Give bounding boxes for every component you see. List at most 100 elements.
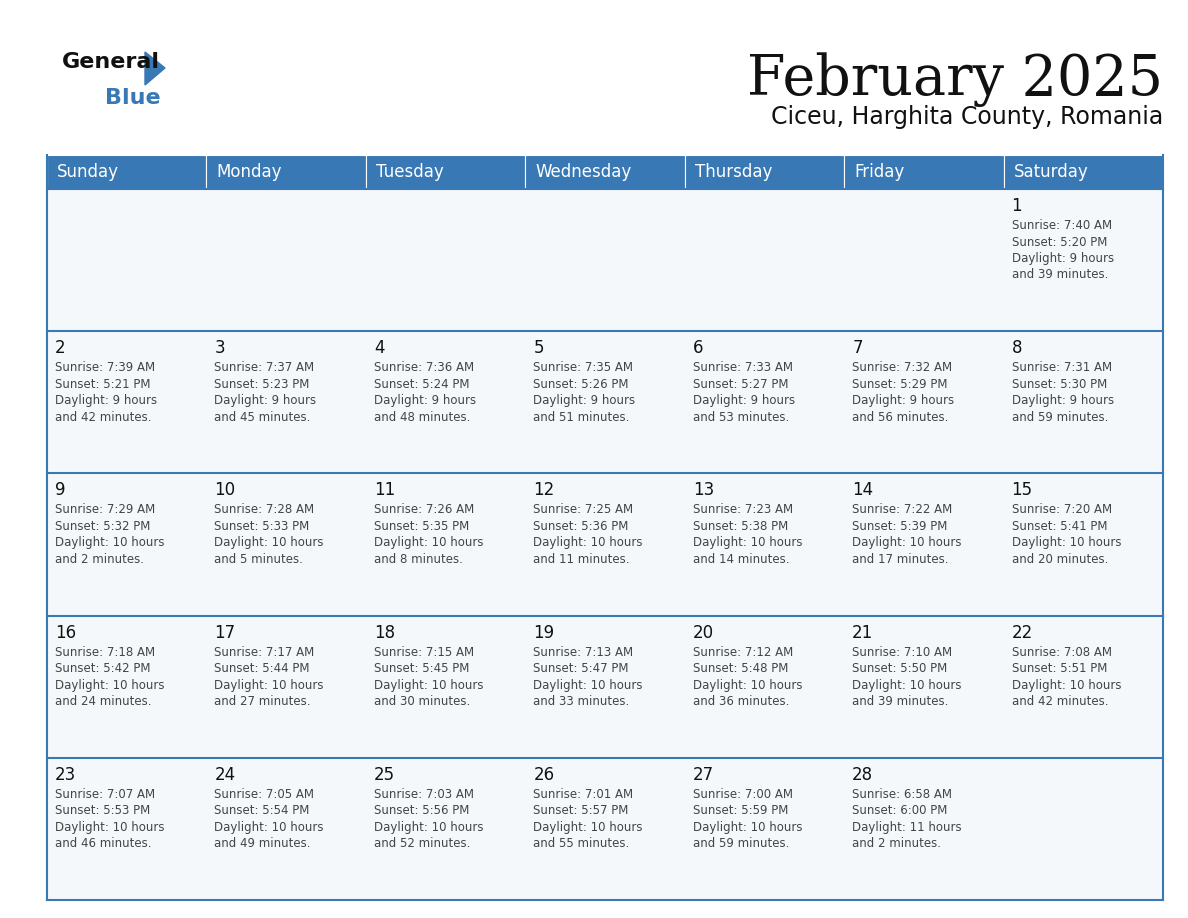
- Text: Daylight: 9 hours: Daylight: 9 hours: [533, 394, 636, 408]
- Polygon shape: [145, 52, 165, 85]
- Bar: [684, 616, 845, 757]
- Bar: [48, 155, 207, 189]
- Text: Daylight: 10 hours: Daylight: 10 hours: [533, 536, 643, 549]
- Text: Daylight: 10 hours: Daylight: 10 hours: [693, 536, 802, 549]
- Text: 21: 21: [852, 623, 873, 642]
- Bar: [366, 155, 525, 189]
- Text: and 48 minutes.: and 48 minutes.: [374, 410, 470, 424]
- Text: Sunset: 5:32 PM: Sunset: 5:32 PM: [55, 520, 151, 533]
- Text: 11: 11: [374, 481, 396, 499]
- Text: 1: 1: [1011, 197, 1022, 215]
- Bar: [525, 757, 684, 900]
- Bar: [845, 189, 1004, 331]
- Text: Sunrise: 7:13 AM: Sunrise: 7:13 AM: [533, 645, 633, 658]
- Bar: [684, 474, 845, 616]
- Text: Daylight: 10 hours: Daylight: 10 hours: [852, 536, 961, 549]
- Text: Saturday: Saturday: [1013, 163, 1088, 181]
- Text: and 33 minutes.: and 33 minutes.: [533, 695, 630, 708]
- Text: Sunrise: 7:22 AM: Sunrise: 7:22 AM: [852, 503, 953, 517]
- Text: Sunset: 5:53 PM: Sunset: 5:53 PM: [55, 804, 150, 817]
- Text: 27: 27: [693, 766, 714, 784]
- Text: and 42 minutes.: and 42 minutes.: [55, 410, 152, 424]
- Text: 7: 7: [852, 339, 862, 357]
- Bar: [684, 189, 845, 331]
- Text: Thursday: Thursday: [695, 163, 772, 181]
- Text: Daylight: 10 hours: Daylight: 10 hours: [1011, 536, 1121, 549]
- Text: Sunset: 5:59 PM: Sunset: 5:59 PM: [693, 804, 788, 817]
- Text: 19: 19: [533, 623, 555, 642]
- Text: Sunrise: 7:12 AM: Sunrise: 7:12 AM: [693, 645, 792, 658]
- Bar: [366, 189, 525, 331]
- Text: Monday: Monday: [216, 163, 282, 181]
- Text: 3: 3: [214, 339, 225, 357]
- Bar: [48, 331, 207, 474]
- Text: Ciceu, Harghita County, Romania: Ciceu, Harghita County, Romania: [771, 105, 1163, 129]
- Text: and 24 minutes.: and 24 minutes.: [55, 695, 152, 708]
- Text: Sunrise: 7:29 AM: Sunrise: 7:29 AM: [55, 503, 156, 517]
- Text: Wednesday: Wednesday: [536, 163, 632, 181]
- Text: and 27 minutes.: and 27 minutes.: [214, 695, 311, 708]
- Text: Sunrise: 7:40 AM: Sunrise: 7:40 AM: [1011, 219, 1112, 232]
- Text: Sunrise: 6:58 AM: Sunrise: 6:58 AM: [852, 788, 952, 800]
- Text: and 59 minutes.: and 59 minutes.: [693, 837, 789, 850]
- Text: 22: 22: [1011, 623, 1032, 642]
- Text: 8: 8: [1011, 339, 1022, 357]
- Text: and 8 minutes.: and 8 minutes.: [374, 553, 463, 565]
- Text: 15: 15: [1011, 481, 1032, 499]
- Text: Sunset: 6:00 PM: Sunset: 6:00 PM: [852, 804, 948, 817]
- Text: 9: 9: [55, 481, 65, 499]
- Bar: [207, 331, 366, 474]
- Text: Sunrise: 7:31 AM: Sunrise: 7:31 AM: [1011, 361, 1112, 375]
- Text: Sunset: 5:35 PM: Sunset: 5:35 PM: [374, 520, 469, 533]
- Text: Sunset: 5:27 PM: Sunset: 5:27 PM: [693, 377, 788, 391]
- Text: Sunrise: 7:35 AM: Sunrise: 7:35 AM: [533, 361, 633, 375]
- Text: Daylight: 10 hours: Daylight: 10 hours: [693, 678, 802, 691]
- Text: Sunset: 5:38 PM: Sunset: 5:38 PM: [693, 520, 788, 533]
- Text: 14: 14: [852, 481, 873, 499]
- Text: 20: 20: [693, 623, 714, 642]
- Text: Sunrise: 7:17 AM: Sunrise: 7:17 AM: [214, 645, 315, 658]
- Bar: [366, 331, 525, 474]
- Text: Sunset: 5:23 PM: Sunset: 5:23 PM: [214, 377, 310, 391]
- Text: Friday: Friday: [854, 163, 904, 181]
- Text: and 20 minutes.: and 20 minutes.: [1011, 553, 1108, 565]
- Text: and 17 minutes.: and 17 minutes.: [852, 553, 949, 565]
- Text: Blue: Blue: [105, 88, 160, 108]
- Bar: [207, 616, 366, 757]
- Bar: [525, 616, 684, 757]
- Text: and 46 minutes.: and 46 minutes.: [55, 837, 152, 850]
- Bar: [1004, 331, 1163, 474]
- Text: 6: 6: [693, 339, 703, 357]
- Text: 18: 18: [374, 623, 394, 642]
- Bar: [845, 616, 1004, 757]
- Text: Sunrise: 7:07 AM: Sunrise: 7:07 AM: [55, 788, 156, 800]
- Text: Sunset: 5:41 PM: Sunset: 5:41 PM: [1011, 520, 1107, 533]
- Bar: [1004, 474, 1163, 616]
- Text: Daylight: 10 hours: Daylight: 10 hours: [55, 536, 164, 549]
- Text: Daylight: 10 hours: Daylight: 10 hours: [1011, 678, 1121, 691]
- Bar: [207, 757, 366, 900]
- Text: 24: 24: [214, 766, 235, 784]
- Text: Daylight: 10 hours: Daylight: 10 hours: [374, 678, 484, 691]
- Text: Sunrise: 7:36 AM: Sunrise: 7:36 AM: [374, 361, 474, 375]
- Text: Sunrise: 7:08 AM: Sunrise: 7:08 AM: [1011, 645, 1112, 658]
- Text: and 53 minutes.: and 53 minutes.: [693, 410, 789, 424]
- Text: Daylight: 10 hours: Daylight: 10 hours: [374, 821, 484, 834]
- Text: 23: 23: [55, 766, 76, 784]
- Bar: [1004, 189, 1163, 331]
- Bar: [207, 189, 366, 331]
- Text: Daylight: 9 hours: Daylight: 9 hours: [214, 394, 316, 408]
- Text: Sunset: 5:30 PM: Sunset: 5:30 PM: [1011, 377, 1107, 391]
- Bar: [525, 155, 684, 189]
- Text: and 59 minutes.: and 59 minutes.: [1011, 410, 1108, 424]
- Text: 28: 28: [852, 766, 873, 784]
- Text: and 39 minutes.: and 39 minutes.: [1011, 268, 1108, 282]
- Text: Sunrise: 7:01 AM: Sunrise: 7:01 AM: [533, 788, 633, 800]
- Text: Daylight: 9 hours: Daylight: 9 hours: [55, 394, 157, 408]
- Text: and 42 minutes.: and 42 minutes.: [1011, 695, 1108, 708]
- Text: Daylight: 9 hours: Daylight: 9 hours: [693, 394, 795, 408]
- Text: Daylight: 10 hours: Daylight: 10 hours: [693, 821, 802, 834]
- Text: 12: 12: [533, 481, 555, 499]
- Text: and 45 minutes.: and 45 minutes.: [214, 410, 311, 424]
- Text: Sunset: 5:51 PM: Sunset: 5:51 PM: [1011, 662, 1107, 675]
